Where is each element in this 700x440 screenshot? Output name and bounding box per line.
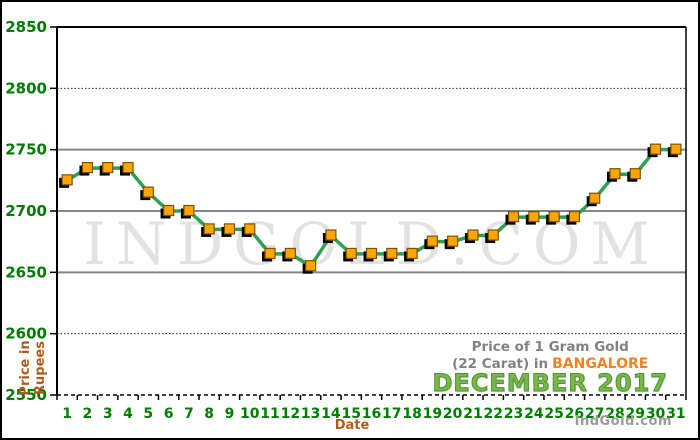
data-point [162, 204, 175, 217]
x-tick-label: 10 [240, 406, 260, 422]
x-tick-label: 17 [382, 406, 401, 422]
x-tick-label: 26 [565, 406, 584, 422]
data-point [589, 192, 601, 204]
data-point [345, 247, 357, 260]
data-point [507, 211, 520, 223]
x-tick-label: 21 [463, 406, 482, 422]
data-point [649, 143, 662, 155]
x-tick-label: 31 [666, 406, 685, 422]
data-point [609, 168, 621, 180]
y-tick-label: 2650 [5, 263, 47, 281]
y-tick-label: 2850 [5, 18, 47, 36]
x-tick-label: 25 [544, 406, 563, 422]
y-tick-label: 2600 [5, 325, 47, 343]
data-point [670, 143, 682, 155]
data-point [426, 235, 438, 247]
x-tick-label: 28 [605, 406, 624, 422]
chart-title-block: Price of 1 Gram Gold (22 Carat) in BANGAL… [432, 339, 668, 397]
y-tick-label: 2800 [5, 79, 47, 97]
title-month-year: DECEMBER 2017 [432, 369, 668, 397]
data-point [244, 223, 256, 235]
x-tick-label: 4 [123, 406, 133, 422]
data-point [61, 174, 73, 186]
x-tick-label: 18 [402, 406, 421, 422]
x-axis-title: Date [334, 418, 370, 433]
x-tick-label: 12 [281, 406, 300, 422]
y-tick-label: 2750 [5, 141, 47, 159]
x-tick-label: 3 [103, 406, 113, 422]
data-point [223, 223, 236, 235]
y-tick-label: 2550 [5, 386, 47, 404]
data-point [203, 223, 215, 235]
data-point [142, 186, 154, 198]
x-tick-label: 8 [204, 406, 214, 422]
x-tick-label: 5 [143, 406, 153, 422]
data-point [122, 161, 134, 174]
x-tick-label: 16 [362, 406, 381, 422]
data-point [365, 247, 378, 260]
city-name: BANGALORE [552, 356, 649, 372]
x-tick-label: 30 [646, 406, 666, 422]
x-tick-label: 22 [483, 406, 502, 422]
data-point [629, 168, 641, 180]
x-tick-label: 9 [225, 406, 235, 422]
x-tick-label: 1 [62, 406, 72, 422]
x-tick-label: 27 [585, 406, 604, 422]
x-tick-label: 11 [260, 406, 279, 422]
x-tick-label: 19 [423, 406, 442, 422]
data-point [81, 161, 94, 174]
x-tick-label: 20 [443, 406, 463, 422]
x-tick-label: 29 [626, 406, 645, 422]
y-axis-title-line1: Price in [18, 340, 33, 396]
data-point [528, 211, 540, 223]
data-point [548, 211, 560, 223]
title-line2-prefix: (22 Carat) in [452, 356, 549, 372]
data-point [102, 161, 114, 174]
x-tick-label: 7 [184, 406, 194, 422]
data-point [386, 247, 398, 260]
data-point [447, 235, 459, 247]
data-point [325, 229, 337, 241]
x-tick-label: 15 [341, 406, 360, 422]
data-point [467, 229, 479, 241]
title-line1: Price of 1 Gram Gold [471, 339, 629, 355]
y-tick-label: 2700 [5, 202, 47, 220]
data-point [183, 204, 195, 217]
data-point [305, 260, 317, 272]
data-point [487, 229, 499, 241]
x-tick-label: 13 [301, 406, 320, 422]
y-axis-title-line2: Rupees [33, 341, 48, 395]
data-point [406, 247, 418, 260]
data-point [284, 247, 296, 260]
x-tick-label: 2 [83, 406, 93, 422]
data-point [568, 211, 581, 223]
x-tick-label: 14 [321, 406, 341, 422]
x-tick-label: 24 [524, 406, 544, 422]
x-tick-label: 6 [164, 406, 174, 422]
data-point [264, 247, 276, 260]
y-axis-title: Price in Rupees [18, 328, 50, 408]
x-tick-label: 23 [504, 406, 523, 422]
site-credit: IndGold.com [574, 414, 672, 429]
title-line2: (22 Carat) in BANGALORE [432, 356, 668, 373]
